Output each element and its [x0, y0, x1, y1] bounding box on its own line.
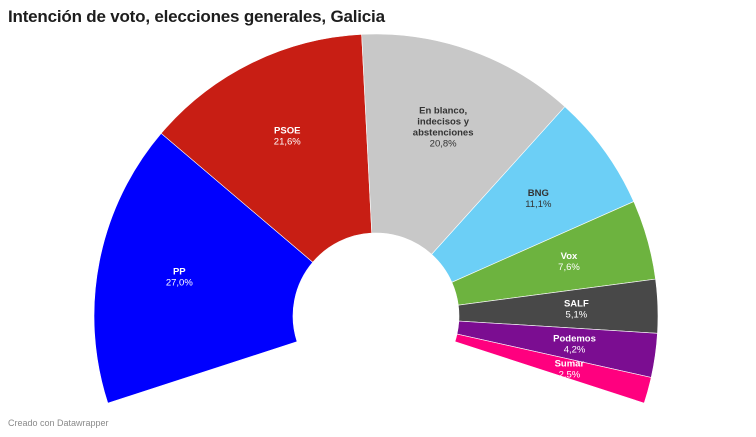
slice-label-name: indecisos y [417, 117, 469, 128]
slice-label-value: 4,2% [564, 345, 586, 356]
slice-psoe [160, 34, 373, 263]
slice-label-name: SALF [564, 299, 589, 310]
slice-label-name: Sumar [555, 358, 585, 369]
slice-label-name: Podemos [553, 334, 596, 345]
slice-label-value: 2,5% [559, 369, 581, 380]
chart-slices [93, 33, 659, 404]
slice-sumar [454, 333, 652, 404]
slice-label-value: 7,6% [558, 262, 580, 273]
slice-label-value: 11,1% [525, 199, 552, 210]
slice-label-value: 5,1% [566, 310, 588, 321]
slice-label-name: Vox [561, 251, 578, 262]
slice-label-value: 27,0% [166, 278, 193, 289]
slice-label-name: PSOE [274, 126, 300, 137]
slice-label-name: abstenciones [413, 128, 474, 139]
slice-label-name: En blanco, [419, 106, 467, 117]
slice-label-name: BNG [528, 188, 549, 199]
slice-label-name: PP [173, 267, 186, 278]
slice-pp [93, 132, 314, 404]
slice-label-value: 20,8% [430, 139, 457, 150]
slice-en-blanco-indecisos-y-abstenciones [361, 33, 566, 255]
chart-title: Intención de voto, elecciones generales,… [8, 7, 385, 26]
credit-footer: Creado con Datawrapper [8, 418, 109, 428]
slice-label-value: 21,6% [274, 137, 301, 148]
